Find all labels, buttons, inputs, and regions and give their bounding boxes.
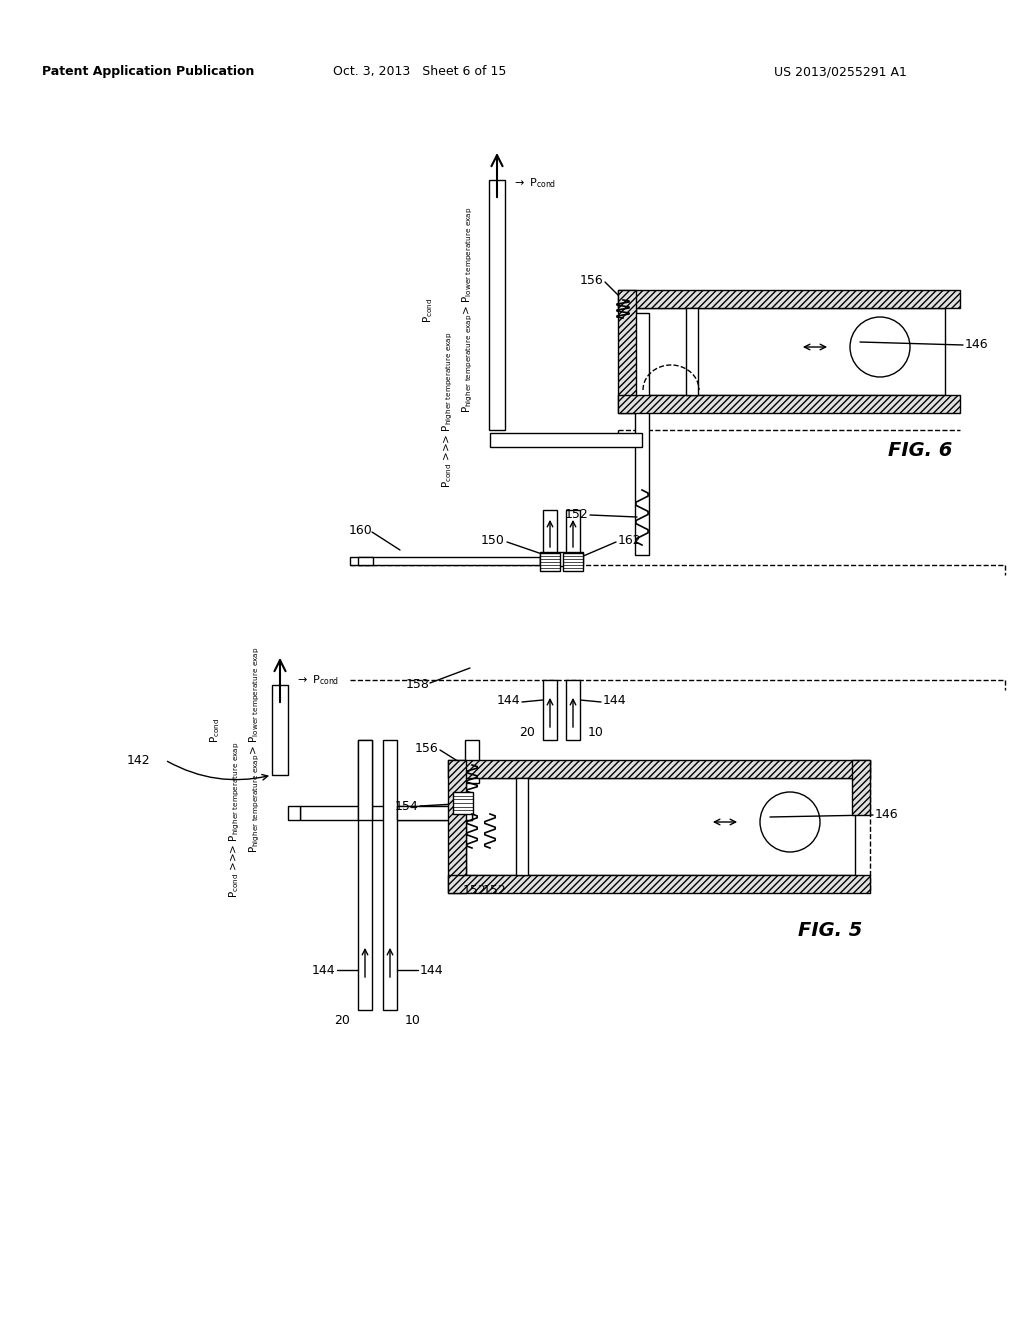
Text: 154: 154 bbox=[394, 800, 418, 813]
Bar bbox=[383, 741, 397, 1010]
Bar bbox=[686, 308, 698, 395]
Bar bbox=[272, 685, 288, 775]
Text: 10: 10 bbox=[588, 726, 604, 738]
Bar bbox=[618, 290, 961, 308]
Bar bbox=[358, 741, 372, 820]
Bar bbox=[490, 433, 642, 447]
Bar bbox=[288, 807, 300, 820]
Bar bbox=[543, 680, 557, 741]
Text: 152: 152 bbox=[463, 883, 486, 896]
Text: 156: 156 bbox=[415, 742, 438, 755]
Text: 150: 150 bbox=[481, 533, 505, 546]
Bar bbox=[566, 680, 580, 741]
Text: 144: 144 bbox=[497, 693, 520, 706]
Text: 144: 144 bbox=[420, 964, 443, 977]
Text: 20: 20 bbox=[519, 726, 535, 738]
Text: 142: 142 bbox=[126, 754, 150, 767]
Bar bbox=[453, 792, 473, 814]
Bar bbox=[618, 395, 961, 413]
Text: P$_\mathrm{cond}$ >>> P$_\mathrm{higher\ temperature\ exap}$: P$_\mathrm{cond}$ >>> P$_\mathrm{higher\… bbox=[227, 742, 243, 899]
Bar bbox=[618, 290, 636, 413]
Text: 152: 152 bbox=[483, 883, 507, 896]
Bar bbox=[543, 510, 557, 565]
Bar bbox=[489, 180, 505, 430]
Bar bbox=[449, 875, 870, 894]
Text: $\rightarrow$ P$_\mathrm{cond}$: $\rightarrow$ P$_\mathrm{cond}$ bbox=[512, 176, 556, 190]
Bar bbox=[540, 552, 583, 566]
Bar bbox=[563, 553, 583, 572]
Text: FIG. 5: FIG. 5 bbox=[798, 920, 862, 940]
Bar bbox=[300, 807, 472, 820]
Text: 144: 144 bbox=[603, 693, 627, 706]
Text: FIG. 6: FIG. 6 bbox=[888, 441, 952, 459]
Bar bbox=[358, 557, 373, 565]
Bar bbox=[540, 553, 560, 572]
Text: Patent Application Publication: Patent Application Publication bbox=[42, 66, 254, 78]
Bar bbox=[449, 760, 870, 777]
Text: P$_\mathrm{cond}$ >>> P$_\mathrm{higher\ temperature\ exap}$: P$_\mathrm{cond}$ >>> P$_\mathrm{higher\… bbox=[440, 331, 456, 488]
Bar bbox=[350, 557, 540, 565]
Text: P$_\mathrm{cond}$: P$_\mathrm{cond}$ bbox=[208, 717, 222, 743]
Text: 146: 146 bbox=[965, 338, 988, 351]
Text: P$_\mathrm{cond}$: P$_\mathrm{cond}$ bbox=[421, 297, 435, 322]
Text: $\rightarrow$ P$_\mathrm{cond}$: $\rightarrow$ P$_\mathrm{cond}$ bbox=[295, 673, 339, 686]
Bar bbox=[397, 807, 472, 820]
Bar bbox=[465, 741, 479, 783]
Text: 146: 146 bbox=[874, 808, 899, 821]
Bar bbox=[466, 777, 855, 875]
Bar bbox=[449, 760, 466, 894]
Text: P$_\mathrm{higher\ temperature\ exap}$> P$_\mathrm{lower\ temperature\ exap}$: P$_\mathrm{higher\ temperature\ exap}$> … bbox=[461, 207, 475, 413]
Bar bbox=[566, 510, 580, 565]
Text: 152: 152 bbox=[564, 508, 588, 521]
Text: 162: 162 bbox=[618, 533, 642, 546]
Text: 158: 158 bbox=[407, 678, 430, 692]
Bar bbox=[636, 308, 945, 395]
Text: 156: 156 bbox=[580, 273, 603, 286]
Text: 20: 20 bbox=[334, 1014, 350, 1027]
Bar bbox=[516, 777, 528, 875]
Bar bbox=[852, 760, 870, 814]
Text: US 2013/0255291 A1: US 2013/0255291 A1 bbox=[773, 66, 906, 78]
Text: Oct. 3, 2013   Sheet 6 of 15: Oct. 3, 2013 Sheet 6 of 15 bbox=[334, 66, 507, 78]
Bar bbox=[358, 741, 372, 1010]
Bar bbox=[635, 313, 649, 554]
Text: P$_\mathrm{higher\ temperature\ exap}$> P$_\mathrm{lower\ temperature\ exap}$: P$_\mathrm{higher\ temperature\ exap}$> … bbox=[248, 647, 262, 853]
Text: 144: 144 bbox=[311, 964, 335, 977]
Text: 160: 160 bbox=[348, 524, 372, 536]
Text: 10: 10 bbox=[406, 1014, 421, 1027]
